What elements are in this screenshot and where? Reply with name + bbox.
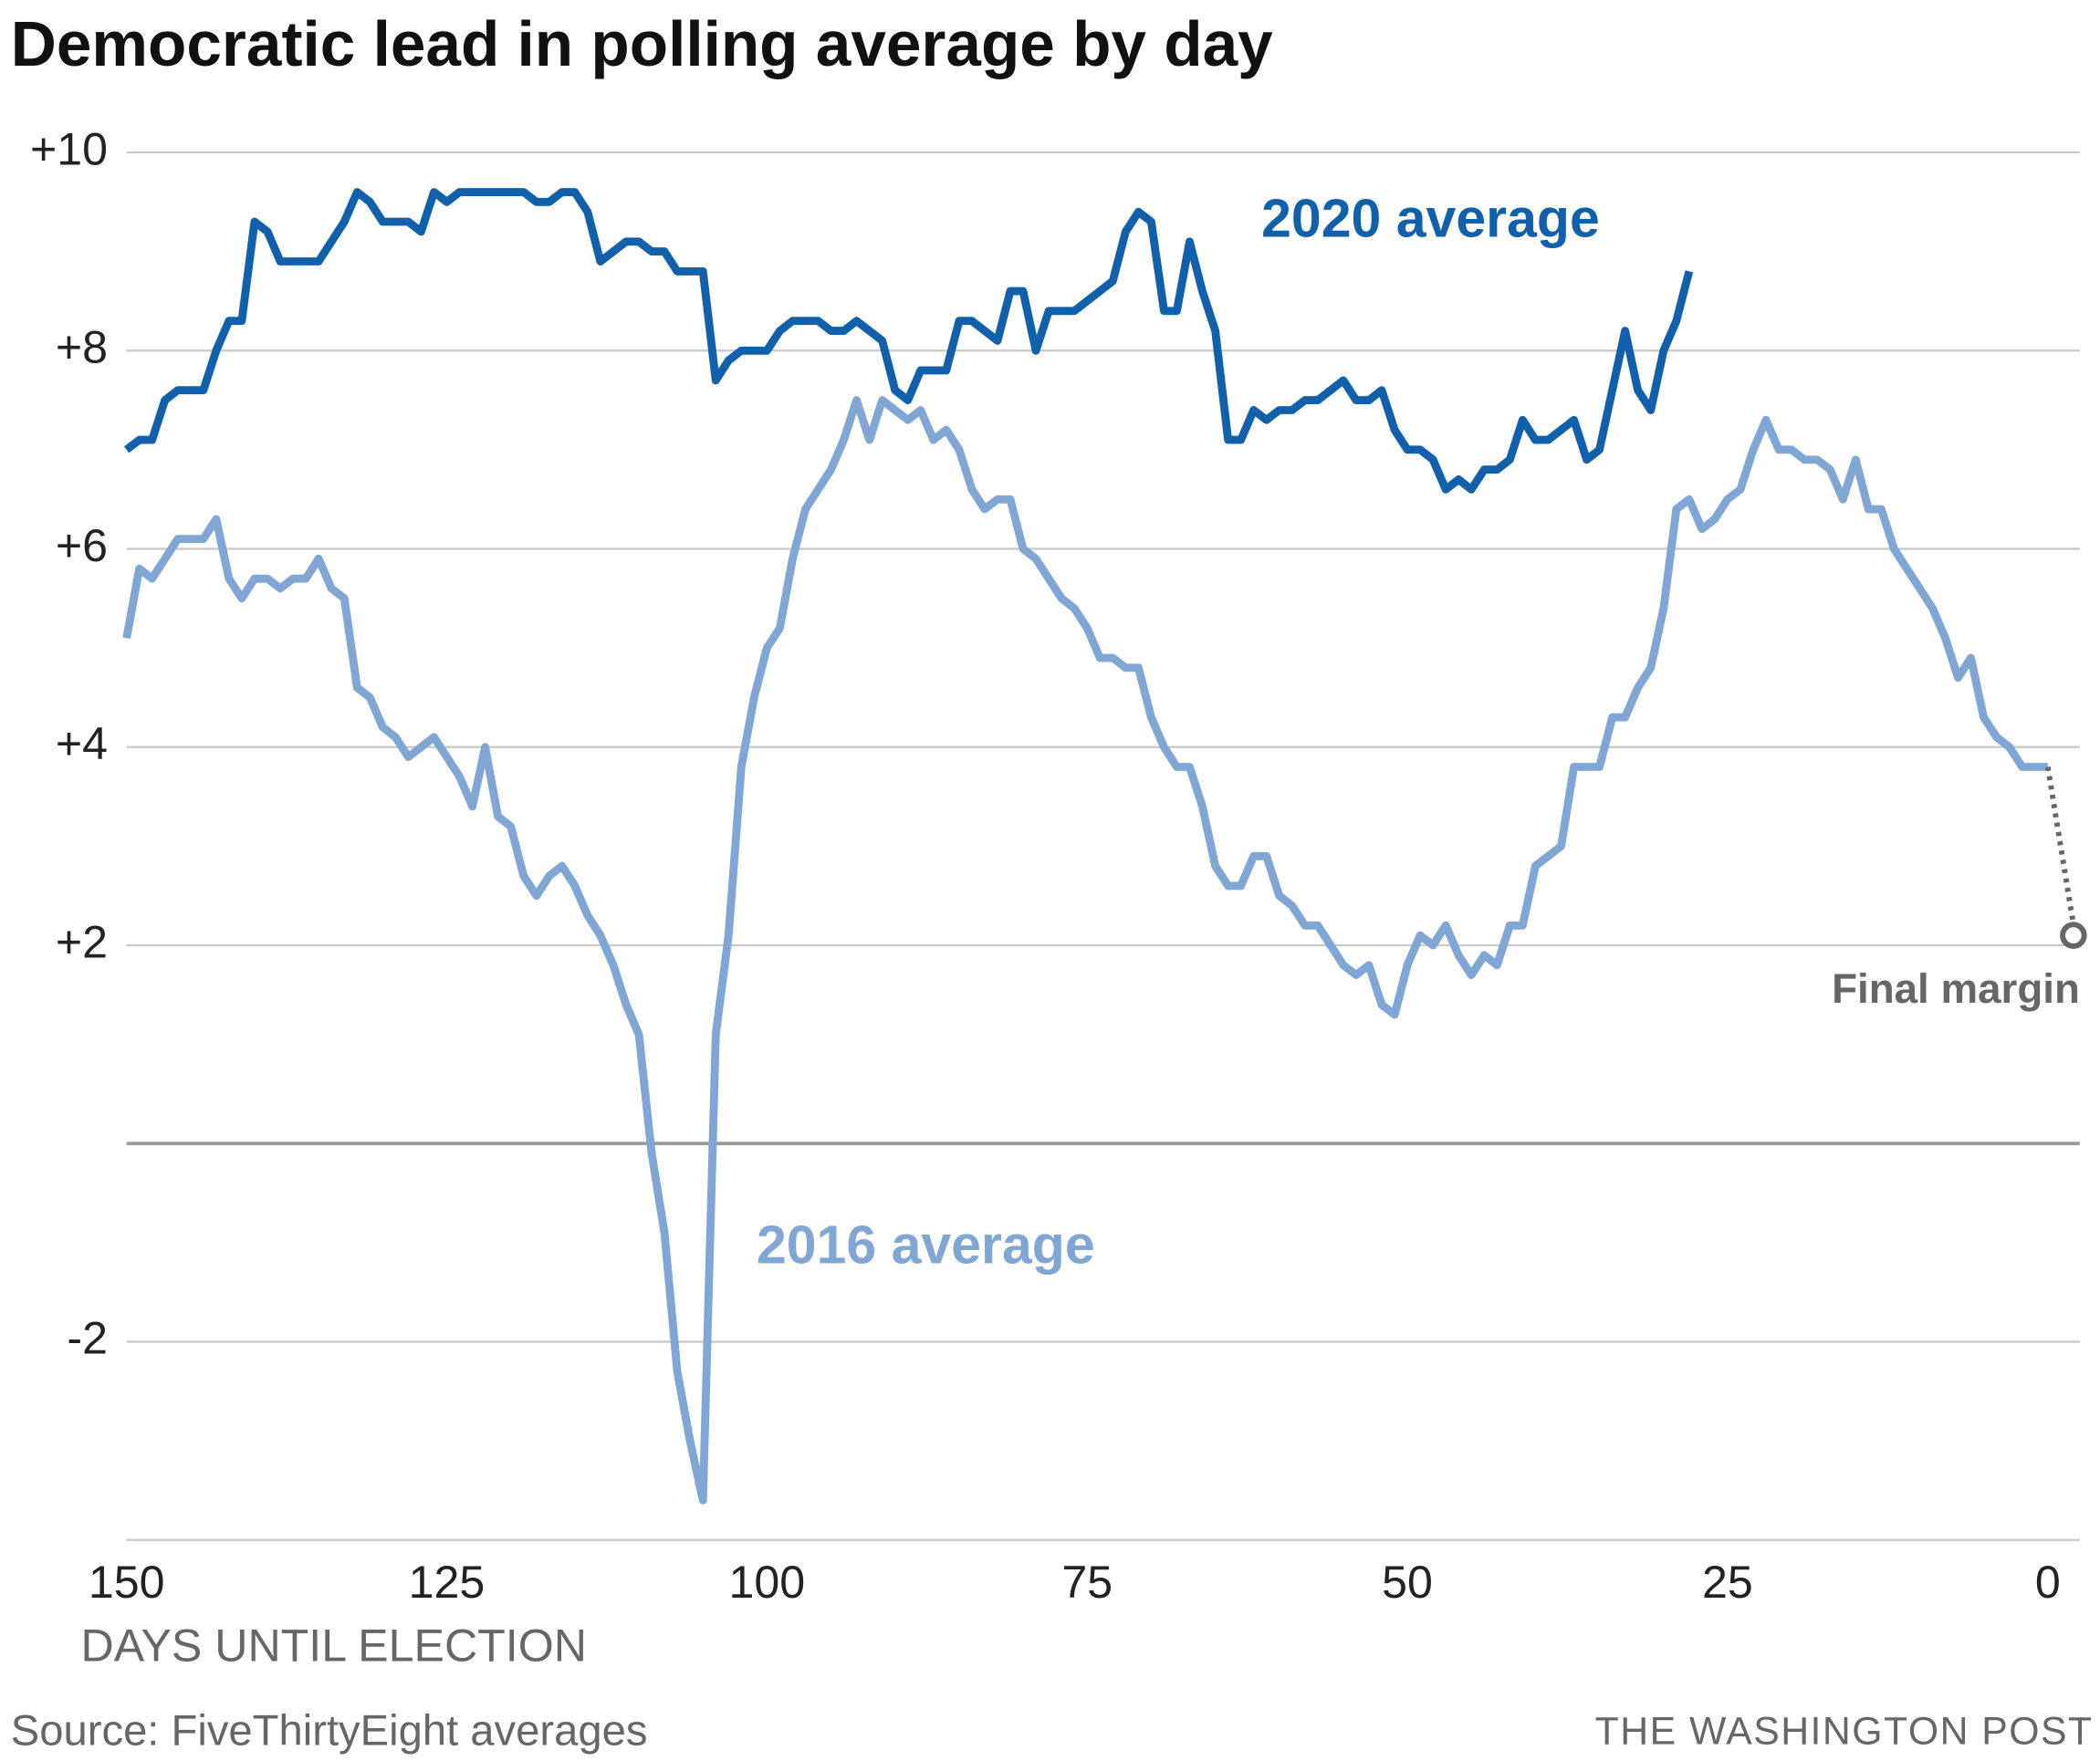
series-line bbox=[122, 396, 2048, 1505]
x-tick-label: 75 bbox=[1061, 1557, 1113, 1608]
y-tick-label: +10 bbox=[30, 123, 108, 174]
x-tick-label: 125 bbox=[409, 1557, 486, 1608]
credit: THE WASHINGTON POST bbox=[1595, 1709, 2094, 1753]
final-margin-label: Final margin bbox=[1832, 965, 2080, 1012]
y-tick-label: +8 bbox=[56, 322, 108, 373]
x-tick-label: 25 bbox=[1702, 1557, 1753, 1608]
x-tick-label: 0 bbox=[2035, 1557, 2061, 1608]
chart-title: Democratic lead in polling average by da… bbox=[11, 8, 1273, 79]
y-tick-label: +6 bbox=[56, 520, 108, 571]
y-tick-label: +4 bbox=[56, 718, 108, 769]
y-tick-label: +2 bbox=[56, 916, 108, 967]
series-line bbox=[123, 188, 1694, 494]
series-label: 2020 average bbox=[1261, 188, 1600, 248]
final-connector bbox=[2044, 766, 2076, 925]
x-tick-label: 50 bbox=[1382, 1557, 1433, 1608]
x-tick-label: 150 bbox=[89, 1557, 165, 1608]
x-tick-label: 100 bbox=[729, 1557, 806, 1608]
y-tick-label: -2 bbox=[67, 1313, 108, 1364]
source: Source: FiveThirtyEight averages bbox=[11, 1707, 648, 1756]
final-margin-point bbox=[2060, 922, 2087, 949]
x-axis-label: DAYS UNTIL ELECTION bbox=[81, 1620, 587, 1671]
series-label: 2016 average bbox=[757, 1215, 1095, 1276]
